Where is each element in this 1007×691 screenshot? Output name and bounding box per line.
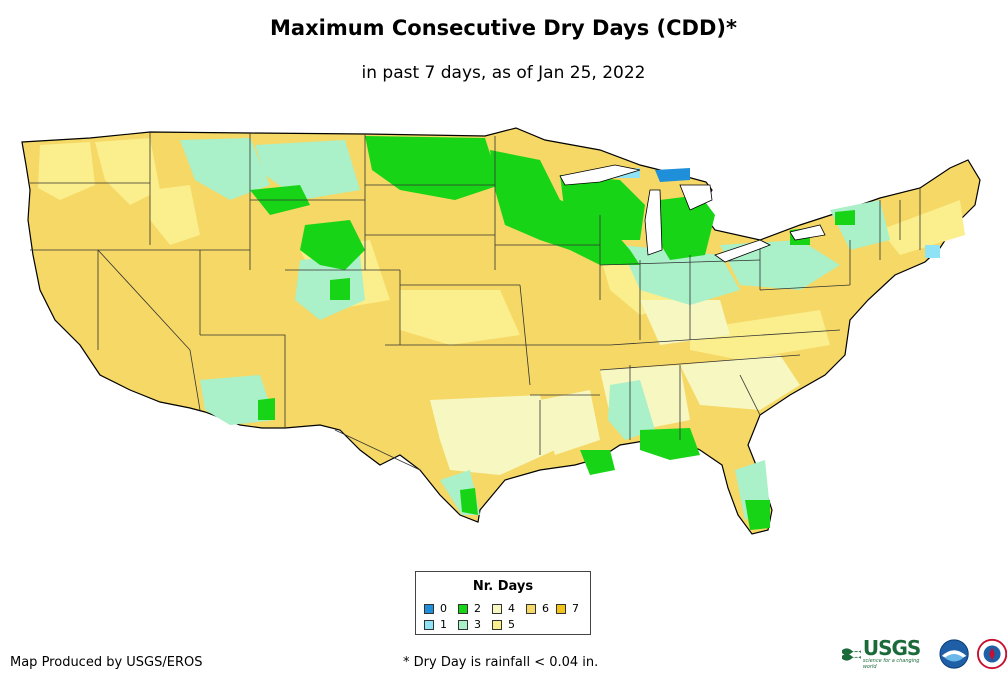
legend: Nr. Days 0 1 2 3 4 5 6 7 [415, 571, 591, 635]
noaa-seal-icon [939, 639, 969, 669]
state-boundaries [30, 132, 921, 471]
legend-label-0: 0 [440, 602, 447, 615]
legend-item-4: 4 [492, 602, 515, 615]
nws-seal-icon [976, 638, 1007, 670]
legend-swatch-4 [492, 603, 502, 614]
usgs-wave-icon [842, 648, 861, 661]
legend-label-7: 7 [572, 602, 579, 615]
great-lakes [559, 164, 826, 263]
usgs-tagline: science for a changing world [862, 658, 920, 670]
legend-label-1: 1 [440, 618, 447, 631]
footnote-text: * Dry Day is rainfall < 0.04 in. [403, 655, 599, 670]
legend-item-7: 7 [556, 602, 579, 615]
legend-swatch-6 [526, 603, 536, 614]
map-subtitle: in past 7 days, as of Jan 25, 2022 [361, 63, 646, 83]
legend-swatch-3 [458, 619, 468, 630]
credit-text: Map Produced by USGS/EROS [10, 655, 203, 670]
legend-item-3: 3 [458, 618, 481, 631]
legend-label-5: 5 [508, 618, 515, 631]
four-day-zones [430, 300, 800, 475]
legend-item-0: 0 [424, 602, 447, 615]
map-title: Maximum Consecutive Dry Days (CDD)* [270, 16, 737, 40]
legend-label-3: 3 [474, 618, 481, 631]
legend-title: Nr. Days [472, 579, 534, 594]
legend-swatch-7 [556, 603, 566, 614]
legend-item-2: 2 [458, 602, 481, 615]
legend-label-4: 4 [508, 602, 515, 615]
legend-item-5: 5 [492, 618, 515, 631]
legend-label-2: 2 [474, 602, 481, 615]
agency-logos: USGS science for a changing world [842, 638, 1007, 670]
legend-label-6: 6 [542, 602, 549, 615]
legend-item-6: 6 [526, 602, 549, 615]
usgs-logo: USGS science for a changing world [842, 638, 931, 670]
legend-swatch-0 [424, 603, 434, 614]
legend-swatch-2 [458, 603, 468, 614]
usgs-wordmark: USGS [862, 636, 921, 660]
legend-swatch-5 [492, 619, 502, 630]
legend-item-1: 1 [424, 618, 447, 631]
legend-swatch-1 [424, 619, 434, 630]
